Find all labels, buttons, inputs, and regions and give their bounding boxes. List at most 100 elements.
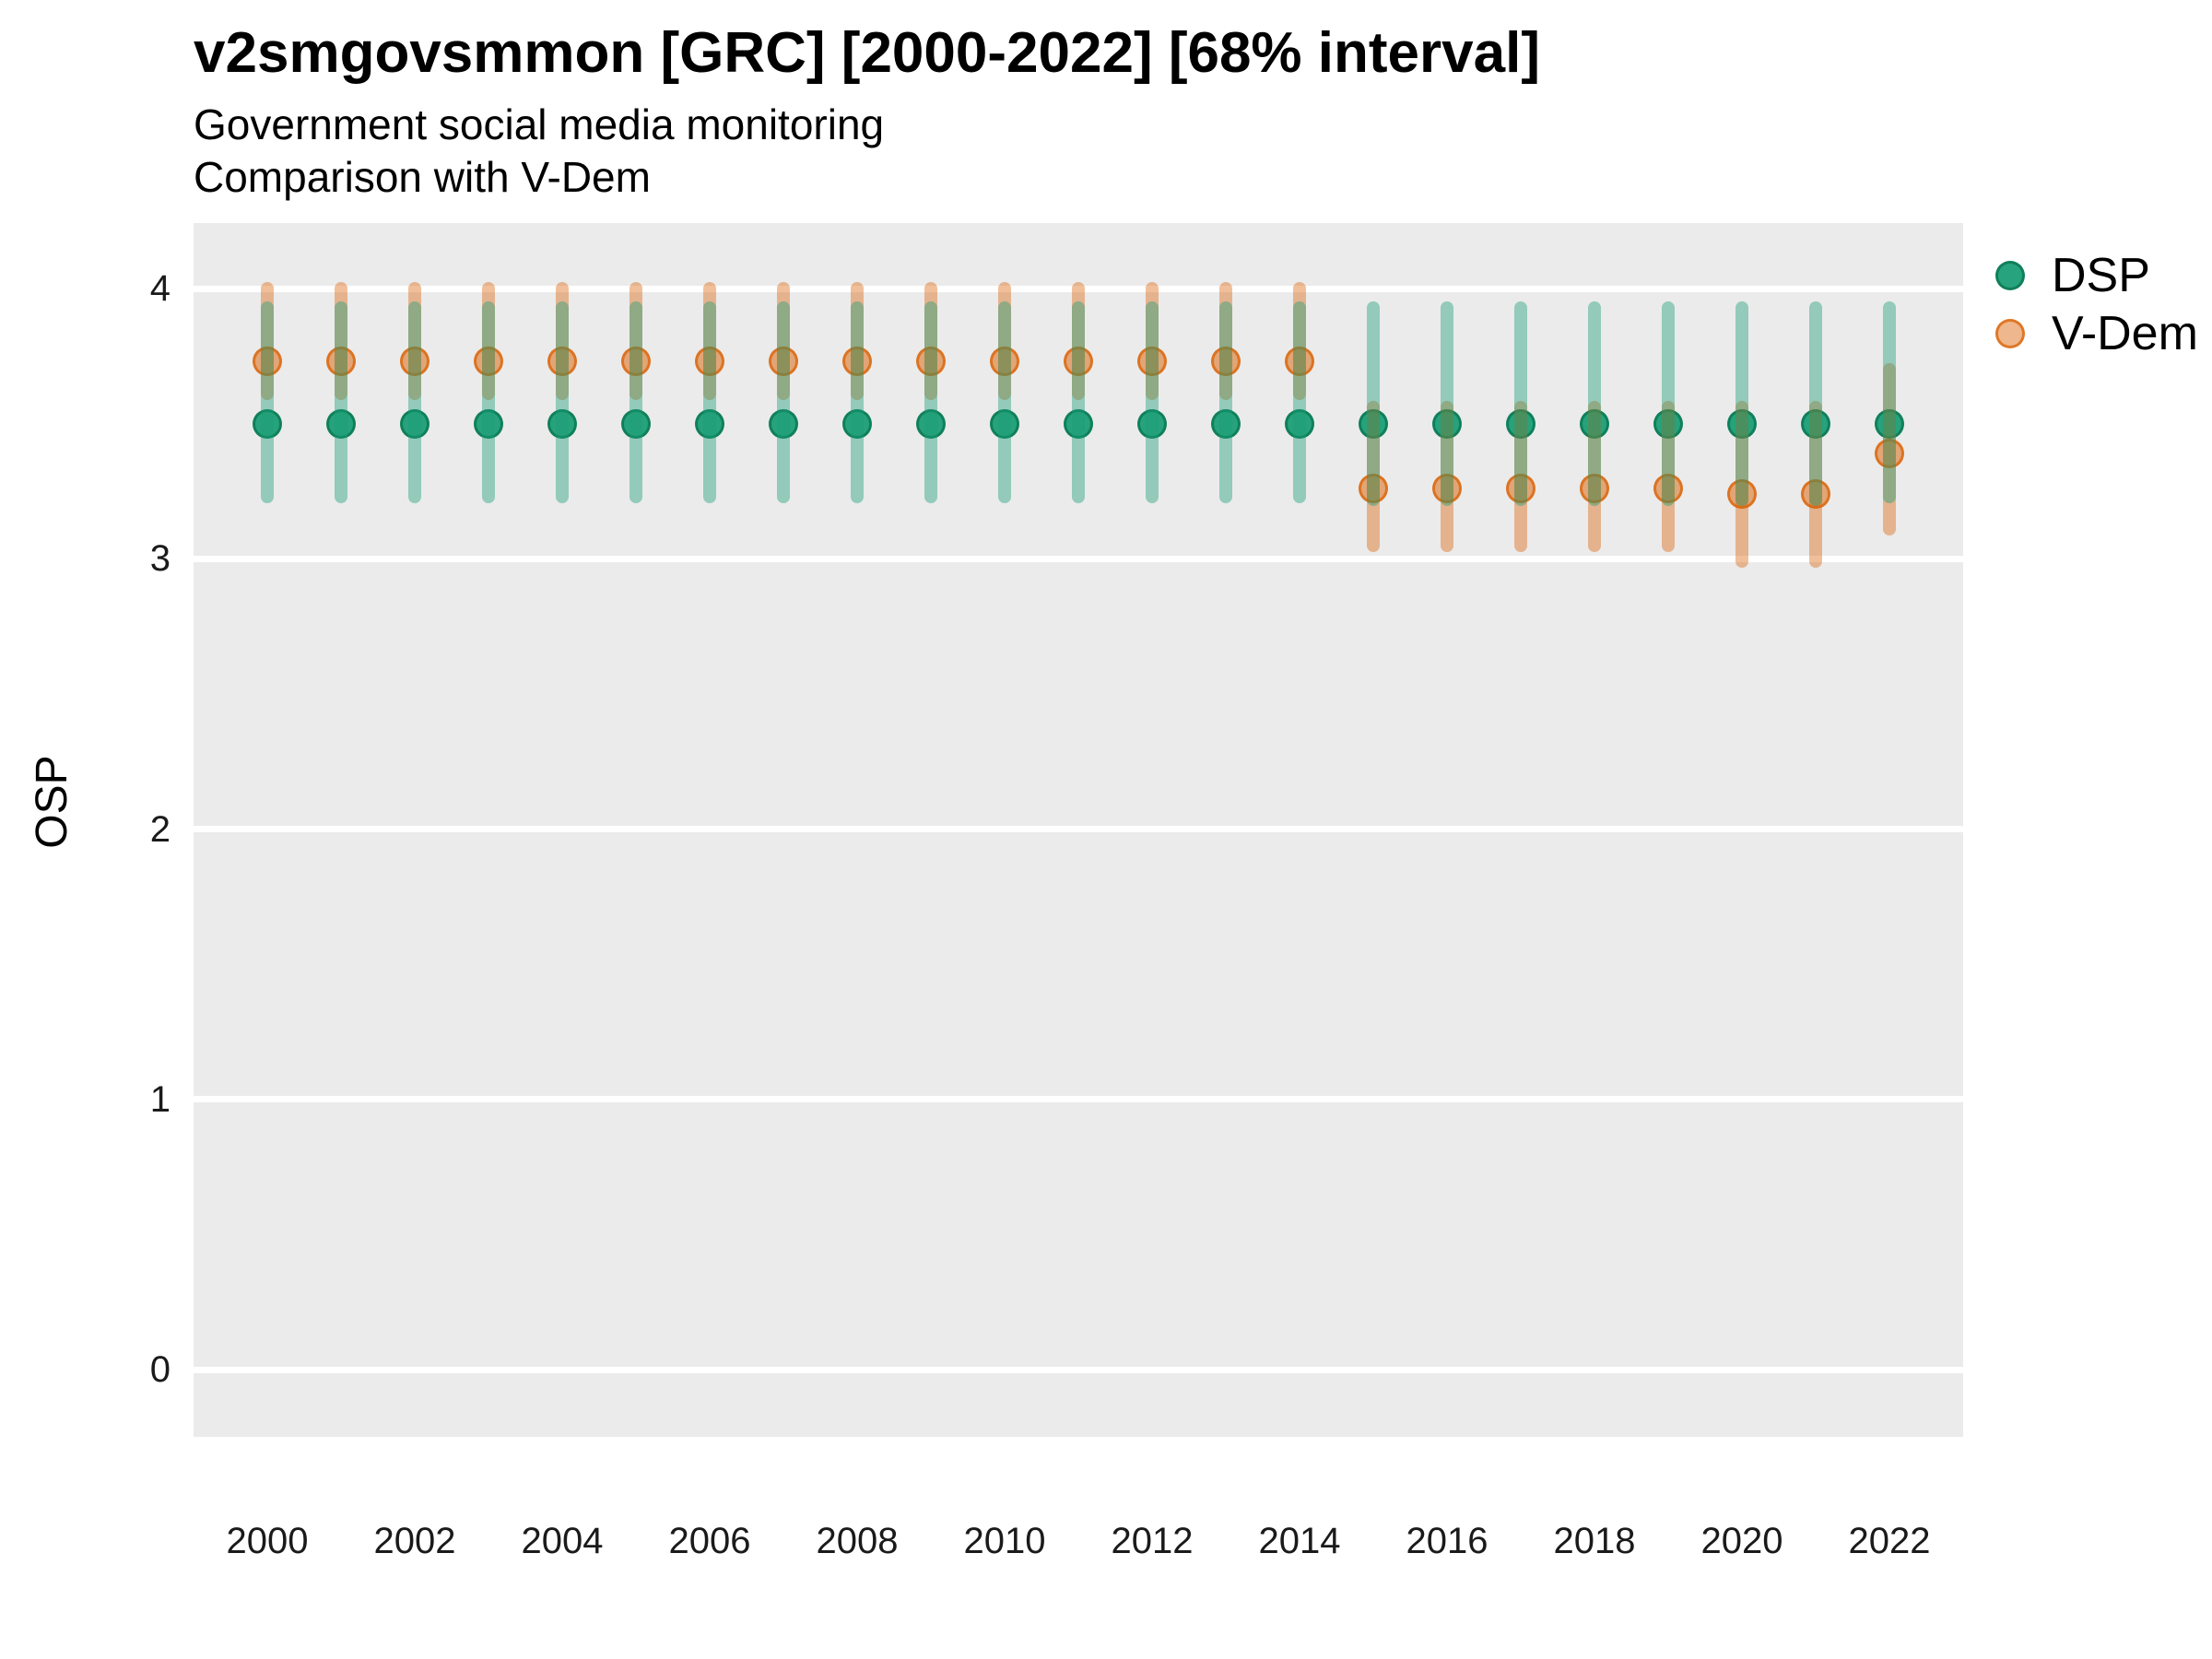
vdem-point-2016 [1432, 474, 1462, 503]
dsp-point-2004 [547, 408, 577, 439]
x-tick-label-2008: 2008 [816, 1521, 899, 1561]
dsp-point-2016 [1432, 408, 1462, 439]
vdem-point-2005 [621, 347, 651, 377]
dsp-point-2012 [1137, 408, 1167, 439]
vdem-point-2006 [695, 347, 724, 377]
vdem-point-2015 [1359, 474, 1388, 503]
y-tick-label-0: 0 [149, 1349, 171, 1390]
dsp-interval-2011 [1072, 300, 1085, 503]
dsp-point-2018 [1580, 408, 1609, 439]
vdem-interval-2005 [629, 282, 642, 401]
dsp-interval-2000 [261, 300, 274, 503]
dsp-point-2020 [1727, 408, 1757, 439]
vdem-point-2007 [769, 347, 798, 377]
y-axis-title: OSP [28, 755, 76, 849]
dsp-point-2003 [474, 408, 503, 439]
x-tick-label-2022: 2022 [1848, 1521, 1931, 1561]
vdem-point-2021 [1801, 478, 1830, 509]
vdem-point-2009 [916, 347, 946, 377]
dsp-interval-2008 [851, 300, 864, 503]
dsp-point-2009 [916, 408, 946, 439]
vdem-interval-2018 [1588, 401, 1601, 552]
chart-subtitle-line2: Comparison with V-Dem [194, 153, 651, 201]
chart-subtitle-line1: Government social media monitoring [194, 100, 885, 148]
legend-label-vdem: V-Dem [2052, 307, 2198, 360]
vdem-interval-2009 [924, 282, 937, 401]
vdem-interval-2022 [1883, 362, 1896, 535]
vdem-interval-2002 [408, 282, 421, 401]
gridline-y-2 [194, 826, 1963, 832]
dsp-interval-2003 [482, 300, 495, 503]
vdem-point-2003 [474, 347, 503, 377]
y-tick-label-4: 4 [149, 268, 171, 309]
vdem-interval-2016 [1441, 401, 1453, 552]
dsp-point-2017 [1506, 408, 1535, 439]
x-tick-label-2000: 2000 [226, 1521, 309, 1561]
vdem-interval-2001 [335, 282, 347, 401]
dsp-point-2021 [1801, 408, 1830, 439]
dsp-interval-2007 [777, 300, 790, 503]
dsp-interval-2017 [1514, 300, 1527, 506]
dsp-point-2011 [1064, 408, 1093, 439]
vdem-point-2001 [326, 347, 356, 377]
x-tick-label-2004: 2004 [521, 1521, 604, 1561]
vdem-point-2000 [253, 347, 282, 377]
gridline-y-3 [194, 555, 1963, 562]
vdem-point-2013 [1211, 347, 1241, 377]
vdem-interval-2021 [1809, 401, 1822, 569]
dsp-interval-2015 [1367, 300, 1380, 506]
dsp-point-2001 [326, 408, 356, 439]
y-tick-label-3: 3 [149, 538, 171, 580]
dsp-interval-2018 [1588, 300, 1601, 506]
x-tick-label-2014: 2014 [1258, 1521, 1341, 1561]
vdem-interval-2008 [851, 282, 864, 401]
dsp-point-2005 [621, 408, 651, 439]
y-tick-label-1: 1 [149, 1078, 171, 1120]
dsp-interval-2020 [1735, 300, 1748, 506]
vdem-point-2011 [1064, 347, 1093, 377]
vdem-point-2010 [990, 347, 1019, 377]
vdem-point-2020 [1727, 478, 1757, 509]
vdem-point-2019 [1653, 474, 1683, 503]
dsp-point-2007 [769, 408, 798, 439]
gridline-y-0 [194, 1366, 1963, 1373]
dsp-point-2010 [990, 408, 1019, 439]
vdem-interval-2004 [556, 282, 569, 401]
x-tick-label-2012: 2012 [1111, 1521, 1194, 1561]
gridline-y-1 [194, 1096, 1963, 1103]
dsp-point-2008 [842, 408, 872, 439]
dsp-interval-2022 [1883, 300, 1896, 503]
legend-label-dsp: DSP [2052, 249, 2150, 302]
legend-swatch-dsp [1995, 261, 2025, 290]
vdem-interval-2007 [777, 282, 790, 401]
vdem-interval-2011 [1072, 282, 1085, 401]
vdem-interval-2015 [1367, 401, 1380, 552]
dsp-interval-2014 [1293, 300, 1306, 503]
dsp-interval-2019 [1662, 300, 1675, 506]
vdem-interval-2003 [482, 282, 495, 401]
x-tick-label-2010: 2010 [963, 1521, 1046, 1561]
x-tick-label-2006: 2006 [668, 1521, 751, 1561]
vdem-interval-2010 [998, 282, 1011, 401]
dsp-interval-2012 [1146, 300, 1159, 503]
dsp-point-2002 [400, 408, 429, 439]
vdem-point-2002 [400, 347, 429, 377]
x-tick-label-2018: 2018 [1553, 1521, 1636, 1561]
vdem-point-2012 [1137, 347, 1167, 377]
chart-title: v2smgovsmmon [GRC] [2000-2022] [68% inte… [194, 21, 1540, 85]
dsp-interval-2002 [408, 300, 421, 503]
y-tick-label-2: 2 [149, 808, 171, 850]
dsp-point-2022 [1875, 408, 1904, 439]
dsp-interval-2021 [1809, 300, 1822, 506]
dsp-interval-2009 [924, 300, 937, 503]
dsp-interval-2006 [703, 300, 716, 503]
dsp-interval-2005 [629, 300, 642, 503]
vdem-interval-2012 [1146, 282, 1159, 401]
vdem-point-2017 [1506, 474, 1535, 503]
dsp-point-2015 [1359, 408, 1388, 439]
dsp-interval-2010 [998, 300, 1011, 503]
vdem-point-2022 [1875, 438, 1904, 468]
dsp-point-2000 [253, 408, 282, 439]
vdem-interval-2017 [1514, 401, 1527, 552]
